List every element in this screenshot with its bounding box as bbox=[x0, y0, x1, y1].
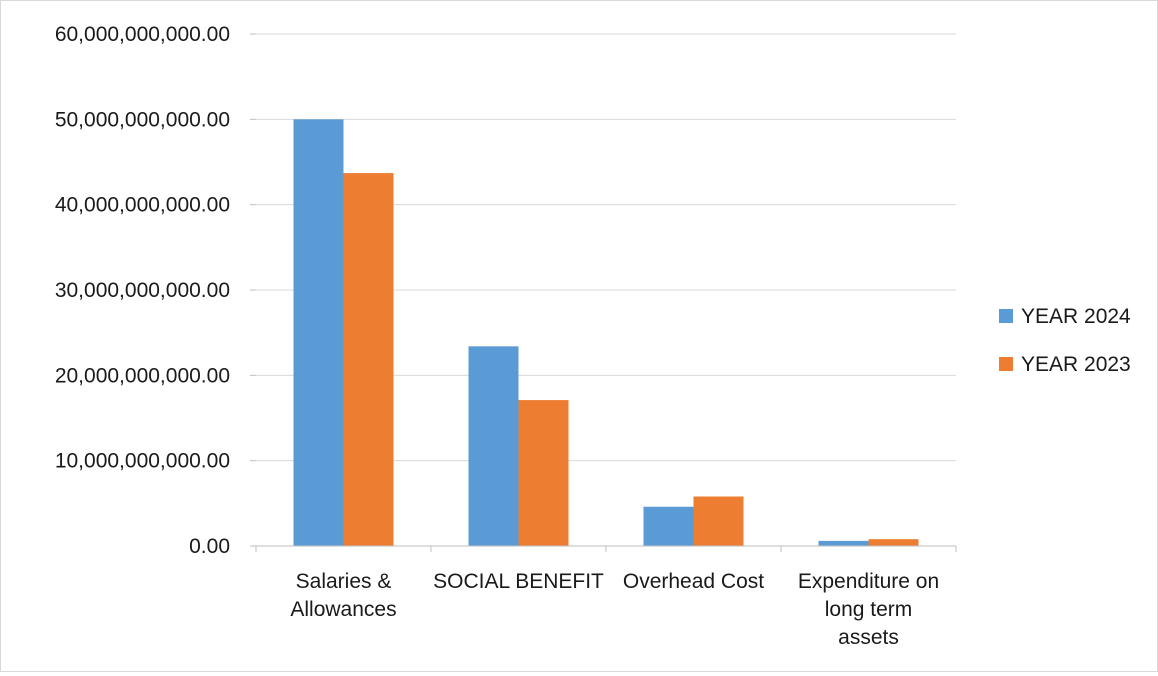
legend-swatch bbox=[999, 357, 1013, 371]
y-tick-label: 0.00 bbox=[189, 535, 230, 558]
bar-year-2024 bbox=[643, 506, 694, 546]
bar-year-2024 bbox=[818, 540, 869, 546]
x-category-label-line: long term bbox=[825, 598, 913, 621]
legend-label: YEAR 2023 bbox=[1021, 353, 1131, 376]
x-category-label-line: Salaries & bbox=[296, 570, 392, 593]
x-category-label: Salaries & Allowances bbox=[290, 570, 396, 621]
x-axis bbox=[250, 33, 957, 552]
y-tick-label: 50,000,000,000.00 bbox=[55, 108, 230, 131]
x-category-label-line: Expenditure on bbox=[798, 570, 939, 593]
x-category-label: SOCIAL BENEFIT bbox=[433, 570, 604, 593]
x-category-label-line: Allowances bbox=[290, 598, 396, 621]
y-tick-label: 20,000,000,000.00 bbox=[55, 364, 230, 387]
bar-year-2024 bbox=[293, 119, 344, 546]
bar-year-2024 bbox=[468, 346, 519, 546]
bars bbox=[293, 119, 919, 547]
y-tick-label: 10,000,000,000.00 bbox=[55, 450, 230, 473]
y-axis-tick-labels: 0.00 10,000,000,000.00 20,000,000,000.00 30… bbox=[55, 23, 230, 558]
x-category-label-line: SOCIAL BENEFIT bbox=[433, 570, 604, 593]
bar-year-2023 bbox=[343, 173, 394, 547]
bar-year-2023 bbox=[518, 400, 569, 546]
x-category-label-line: assets bbox=[838, 626, 899, 649]
x-category-label-line: Overhead Cost bbox=[623, 570, 764, 593]
x-category-label: Expenditure on long term assets bbox=[798, 570, 939, 649]
x-axis-category-labels: Salaries & Allowances SOCIAL BENEFIT Overhe… bbox=[290, 570, 939, 649]
y-tick-label: 60,000,000,000.00 bbox=[55, 23, 230, 46]
bar-year-2023 bbox=[693, 496, 744, 546]
x-category-label: Overhead Cost bbox=[623, 570, 764, 593]
y-tick-label: 30,000,000,000.00 bbox=[55, 279, 230, 302]
bar-year-2023 bbox=[868, 539, 919, 546]
y-tick-label: 40,000,000,000.00 bbox=[55, 194, 230, 217]
legend: YEAR 2024 YEAR 2023 bbox=[999, 305, 1131, 376]
legend-swatch bbox=[999, 309, 1013, 323]
legend-label: YEAR 2024 bbox=[1021, 305, 1131, 328]
